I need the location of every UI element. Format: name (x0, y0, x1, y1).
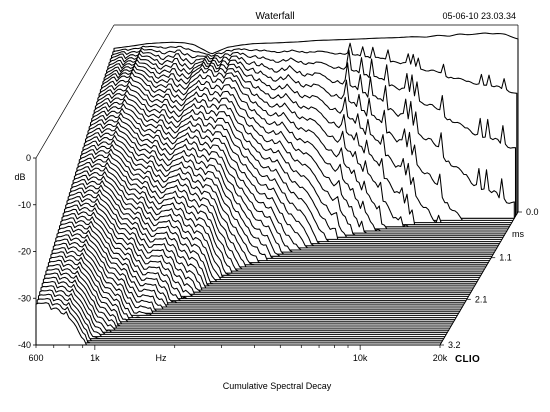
z-tick-label-0: 0.0 (526, 207, 539, 217)
timestamp: 05-06-10 23.03.34 (442, 11, 516, 21)
x-tick-label-3: 20k (433, 353, 448, 363)
z-tick-label-2: 2.1 (475, 294, 488, 304)
z-tick-label-1: 1.1 (499, 253, 512, 263)
y-axis-label: dB (14, 172, 25, 182)
left-wall-top-edge (35, 24, 115, 159)
chart-title: Waterfall (255, 11, 294, 22)
y-tick-label-1: -10 (18, 200, 31, 210)
y-tick-label-0: 0 (26, 153, 31, 163)
axes: 0 -10 -20 -30 -40 600 1k 10k 20k 0.0 1.1 2.1 3.2 (18, 153, 539, 363)
x-axis-label: Hz (156, 353, 167, 363)
clio-logo: CLIO (455, 354, 480, 365)
y-tick-label-2: -20 (18, 247, 31, 257)
decay-slice-41 (62, 208, 468, 300)
z-axis-line (439, 211, 519, 346)
decay-slices (35, 32, 519, 346)
y-tick-label-3: -30 (18, 293, 31, 303)
x-tick-label-2: 10k (353, 353, 368, 363)
x-tick-label-1: 1k (90, 353, 100, 363)
z-tick-label-3: 3.2 (448, 340, 461, 350)
chart-caption: Cumulative Spectral Decay (223, 381, 332, 391)
y-tick-label-4: -40 (18, 340, 31, 350)
z-axis-label: ms (512, 229, 524, 239)
x-tick-label-0: 600 (28, 353, 43, 363)
decay-slice-40 (63, 204, 470, 297)
